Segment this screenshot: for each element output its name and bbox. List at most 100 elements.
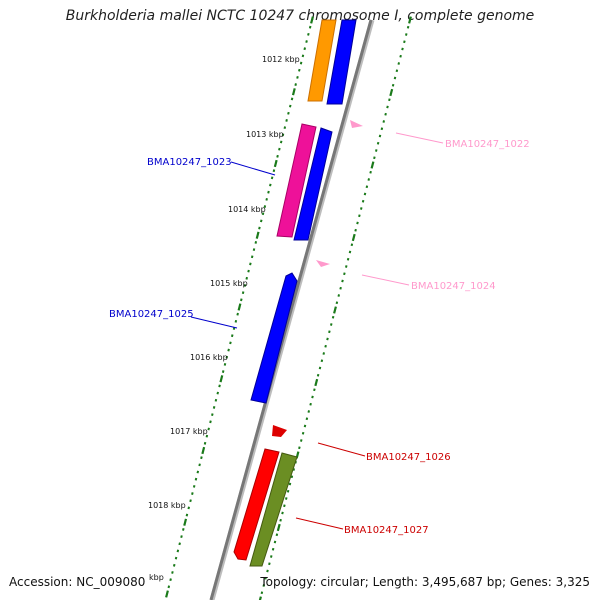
- minor-tick: [307, 32, 310, 36]
- minor-tick: [174, 556, 178, 560]
- gene-bar-bma10247-1023-magenta[interactable]: [276, 123, 317, 238]
- minor-tick: [275, 533, 279, 537]
- minor-tick: [281, 511, 284, 515]
- tick-label: 1012 kbp: [262, 55, 300, 64]
- minor-tick: [281, 133, 285, 137]
- major-tick: [201, 446, 206, 455]
- minor-tick: [261, 212, 265, 216]
- minor-tick: [376, 141, 380, 145]
- minor-tick: [294, 83, 297, 86]
- minor-tick: [207, 427, 210, 431]
- minor-tick: [299, 439, 303, 442]
- minor-tick: [367, 178, 371, 181]
- gene-label-bma10247-1027[interactable]: BMA10247_1027: [344, 525, 429, 536]
- minor-tick: [343, 272, 346, 276]
- gene-arrow-bma10247-1026[interactable]: [272, 425, 287, 437]
- gene-arrow-bma10247-1024[interactable]: [316, 260, 330, 267]
- minor-tick: [380, 127, 384, 131]
- minor-tick: [262, 584, 266, 587]
- minor-tick: [296, 75, 299, 79]
- minor-tick: [223, 362, 227, 366]
- minor-tick: [265, 197, 268, 201]
- major-tick: [370, 161, 375, 169]
- minor-tick: [331, 315, 335, 319]
- minor-tick: [263, 205, 267, 208]
- minor-tick: [328, 330, 331, 334]
- minor-tick: [178, 542, 181, 546]
- gene-label-bma10247-1025[interactable]: BMA10247_1025: [109, 309, 194, 320]
- minor-tick: [324, 344, 327, 348]
- gene-label-bma10247-1023[interactable]: BMA10247_1023: [147, 157, 232, 168]
- minor-tick: [305, 417, 309, 421]
- minor-tick: [205, 434, 209, 438]
- minor-tick: [225, 355, 229, 359]
- gene-label-bma10247-1026[interactable]: BMA10247_1026: [366, 452, 451, 463]
- minor-tick: [406, 25, 410, 29]
- gene-label-bma10247-1024[interactable]: BMA10247_1024: [411, 281, 496, 292]
- minor-tick: [258, 226, 261, 230]
- minor-tick: [399, 54, 402, 58]
- minor-tick: [384, 112, 387, 116]
- minor-tick: [283, 126, 287, 130]
- minor-tick: [290, 475, 294, 479]
- label-leader-1027: [295, 517, 344, 530]
- major-tick: [183, 518, 188, 526]
- label-leader-1025: [190, 316, 238, 329]
- gene-bar-blue-top[interactable]: [326, 19, 357, 105]
- minor-tick: [292, 468, 296, 471]
- minor-tick: [230, 334, 234, 338]
- minor-tick: [167, 585, 171, 589]
- gene-bar-bma10247-1025[interactable]: [250, 272, 298, 404]
- minor-tick: [382, 120, 386, 123]
- major-tick: [408, 16, 412, 24]
- gene-bar-olive-1027[interactable]: [249, 452, 298, 567]
- minor-tick: [397, 62, 401, 65]
- gene-label-bma10247-1022[interactable]: BMA10247_1022: [445, 139, 530, 150]
- minor-tick: [194, 477, 198, 481]
- minor-tick: [236, 312, 239, 316]
- minor-tick: [329, 323, 333, 326]
- gene-arrow-bma10247-1022[interactable]: [350, 120, 363, 128]
- minor-tick: [278, 147, 281, 151]
- minor-tick: [196, 470, 200, 474]
- minor-tick: [211, 413, 214, 417]
- minor-tick: [373, 156, 376, 160]
- gene-bar-bma10247-1023[interactable]: [293, 127, 333, 241]
- minor-tick: [203, 441, 207, 445]
- minor-tick: [337, 294, 341, 297]
- minor-tick: [191, 492, 194, 495]
- tick-label: 1013 kbp: [246, 130, 284, 139]
- minor-tick: [313, 388, 316, 392]
- minor-tick: [374, 149, 378, 152]
- major-tick: [219, 375, 224, 383]
- gene-bar-red-1027[interactable]: [233, 448, 280, 561]
- map-title: Burkholderia mallei NCTC 10247 chromosom…: [65, 8, 535, 24]
- minor-tick: [401, 47, 404, 51]
- minor-tick: [287, 111, 290, 115]
- minor-tick: [311, 395, 314, 399]
- tick-label: 1017 kbp: [170, 427, 208, 436]
- minor-tick: [270, 176, 274, 180]
- minor-tick: [335, 301, 339, 305]
- minor-tick: [250, 255, 254, 259]
- minor-tick: [269, 183, 272, 187]
- minor-tick: [172, 563, 176, 567]
- tick-label: 1016 kbp: [190, 353, 228, 362]
- major-tick: [276, 523, 281, 532]
- gene-bar-orange[interactable]: [307, 19, 337, 102]
- minor-tick: [247, 269, 250, 273]
- minor-tick: [388, 98, 391, 102]
- minor-tick: [288, 482, 292, 486]
- minor-tick: [316, 373, 320, 377]
- minor-tick: [299, 61, 303, 65]
- minor-tick: [276, 154, 279, 158]
- label-leader-1022: [395, 132, 444, 144]
- minor-tick: [268, 562, 271, 566]
- minor-tick: [229, 341, 232, 345]
- minor-tick: [216, 391, 220, 395]
- minor-tick: [245, 276, 249, 280]
- minor-tick: [326, 337, 329, 341]
- minor-tick: [283, 504, 286, 508]
- outer-tick-track: [258, 16, 412, 600]
- minor-tick: [218, 384, 221, 388]
